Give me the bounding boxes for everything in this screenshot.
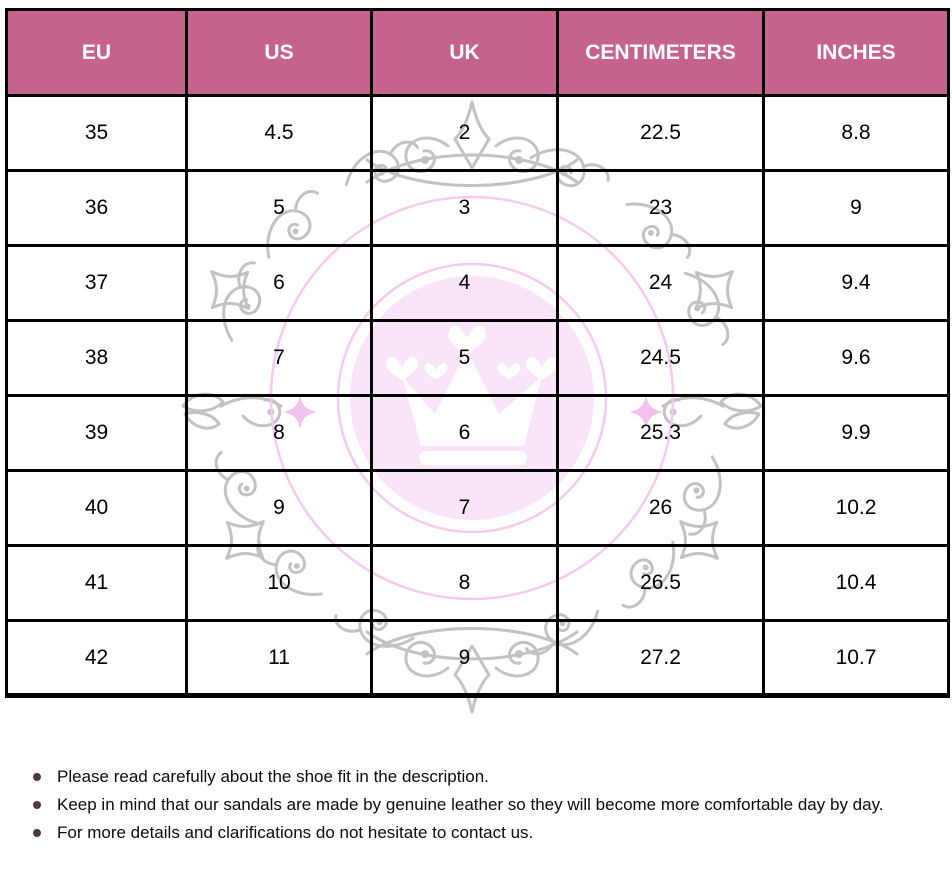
table-cell: 11 — [185, 619, 373, 697]
note-text: For more details and clarifications do n… — [57, 823, 534, 842]
table-cell: 3 — [370, 169, 559, 247]
table-cell: 42 — [5, 619, 188, 697]
table-cell: 36 — [5, 169, 188, 247]
table-row: 37 6 4 24 9.4 — [5, 244, 950, 322]
note-item: Please read carefully about the shoe fit… — [33, 763, 939, 791]
table-cell: 6 — [370, 394, 559, 472]
table-row: 41 10 8 26.5 10.4 — [5, 544, 950, 622]
note-text: Please read carefully about the shoe fit… — [57, 767, 489, 786]
table-cell: 8 — [370, 544, 559, 622]
table-cell: 9 — [762, 169, 950, 247]
table-row: 36 5 3 23 9 — [5, 169, 950, 247]
table-cell: 38 — [5, 319, 188, 397]
table-cell: 9.9 — [762, 394, 950, 472]
header-cell-eu: EU — [5, 8, 188, 97]
header-cell-centimeters: CENTIMETERS — [556, 8, 765, 97]
table-cell: 5 — [185, 169, 373, 247]
table-cell: 9 — [370, 619, 559, 697]
table-cell: 4.5 — [185, 94, 373, 172]
table-cell: 9 — [185, 469, 373, 547]
bullet-icon — [33, 773, 41, 781]
table-row: 39 8 6 25.3 9.9 — [5, 394, 950, 472]
note-text: Keep in mind that our sandals are made b… — [57, 795, 884, 814]
header-cell-inches: INCHES — [762, 8, 950, 97]
table-cell: 8.8 — [762, 94, 950, 172]
table-cell: 10 — [185, 544, 373, 622]
table-cell: 10.4 — [762, 544, 950, 622]
note-item: For more details and clarifications do n… — [33, 819, 939, 847]
table-cell: 10.7 — [762, 619, 950, 697]
table-cell: 6 — [185, 244, 373, 322]
table-cell: 23 — [556, 169, 765, 247]
table-cell: 37 — [5, 244, 188, 322]
table-row: 38 7 5 24.5 9.6 — [5, 319, 950, 397]
table-cell: 10.2 — [762, 469, 950, 547]
table-cell: 5 — [370, 319, 559, 397]
size-chart-table: EU US UK CENTIMETERS INCHES 35 4.5 2 22.… — [5, 8, 950, 698]
table-cell: 35 — [5, 94, 188, 172]
table-cell: 41 — [5, 544, 188, 622]
header-cell-uk: UK — [370, 8, 559, 97]
table-cell: 24.5 — [556, 319, 765, 397]
table-cell: 9.6 — [762, 319, 950, 397]
table-row: 40 9 7 26 10.2 — [5, 469, 950, 547]
table-cell: 25.3 — [556, 394, 765, 472]
notes-list: Please read carefully about the shoe fit… — [33, 763, 939, 847]
bullet-icon — [33, 801, 41, 809]
table-cell: 40 — [5, 469, 188, 547]
table-cell: 24 — [556, 244, 765, 322]
table-row: 42 11 9 27.2 10.7 — [5, 619, 950, 697]
table-cell: 4 — [370, 244, 559, 322]
table-cell: 7 — [370, 469, 559, 547]
table-cell: 26 — [556, 469, 765, 547]
header-cell-us: US — [185, 8, 373, 97]
table-row: 35 4.5 2 22.5 8.8 — [5, 94, 950, 172]
table-cell: 2 — [370, 94, 559, 172]
table-cell: 22.5 — [556, 94, 765, 172]
table-cell: 8 — [185, 394, 373, 472]
table-cell: 26.5 — [556, 544, 765, 622]
table-cell: 27.2 — [556, 619, 765, 697]
bullet-icon — [33, 829, 41, 837]
table-cell: 39 — [5, 394, 188, 472]
note-item: Keep in mind that our sandals are made b… — [33, 791, 939, 819]
header-row: EU US UK CENTIMETERS INCHES — [5, 8, 950, 97]
table-cell: 7 — [185, 319, 373, 397]
table-cell: 9.4 — [762, 244, 950, 322]
